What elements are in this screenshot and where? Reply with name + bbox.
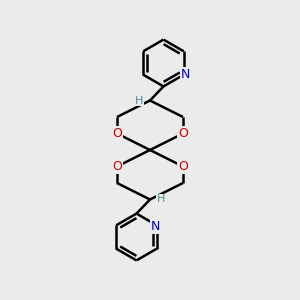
Text: O: O	[178, 160, 188, 173]
Text: N: N	[151, 220, 160, 233]
Text: O: O	[178, 127, 188, 140]
Text: O: O	[112, 127, 122, 140]
Text: O: O	[112, 160, 122, 173]
Text: H: H	[157, 194, 166, 205]
Text: H: H	[134, 95, 143, 106]
Text: N: N	[181, 68, 190, 81]
